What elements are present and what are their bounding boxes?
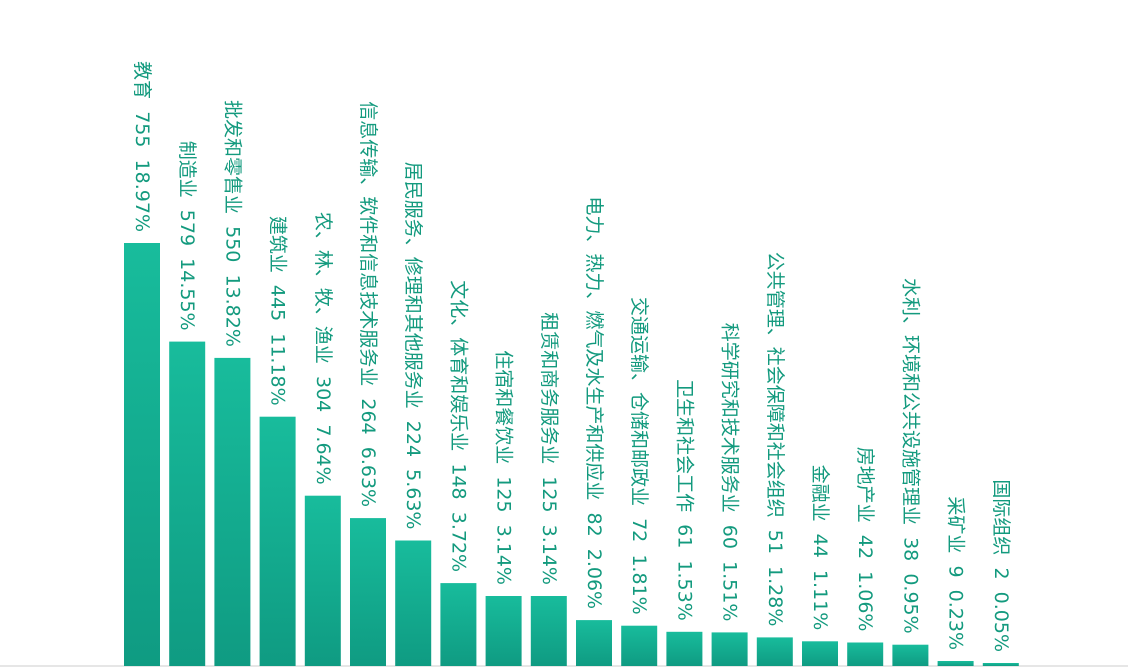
bar-label-11: 交通运输、仓储和邮政业 72 1.81% [628,297,650,615]
bar-6 [395,540,432,666]
bar-label-8: 住宿和餐饮业 125 3.14% [493,350,515,585]
bar-17 [892,644,929,666]
bar-19 [982,663,1019,666]
bar-label-2: 批发和零售业 550 13.82% [221,100,243,347]
bar-14 [756,637,793,666]
bar-label-4: 农、林、牧、渔业 304 7.64% [312,212,334,485]
bar-label-15: 金融业 44 1.11% [809,465,831,631]
bar-8 [485,596,522,666]
bar-16 [847,642,884,666]
bar-1 [169,341,206,666]
bar-7 [440,583,477,666]
bar-label-13: 科学研究和技术服务业 60 1.51% [719,323,741,622]
bar-label-17: 水利、环境和公共设施管理业 38 0.95% [899,278,921,634]
bar-label-10: 电力、热力、燃气及水生产和供应业 82 2.06% [583,196,605,609]
bar-label-3: 建筑业 445 11.18% [267,216,289,406]
bar-label-12: 卫生和社会工作 61 1.53% [673,379,695,621]
bar-13 [711,632,748,666]
bar-5 [350,518,386,666]
labels-group: 教育 755 18.97% 制造业 579 14.55% 批发和零售业 550 13… [131,61,1012,652]
bars-group [124,243,1019,666]
bar-18 [937,661,974,666]
bar-label-1: 制造业 579 14.55% [176,141,198,331]
bar-label-7: 文化、体育和娱乐业 148 3.72% [447,280,469,572]
bar-label-5: 信息传输、软件和信息技术服务业 264 6.63% [357,101,379,507]
bar-11 [621,625,658,666]
bar-2 [214,357,251,666]
bar-label-19: 国际组织 2 0.05% [990,479,1012,652]
bar-3 [259,416,296,666]
bar-label-18: 采矿业 9 0.23% [945,496,967,650]
bar-0 [124,243,160,666]
bar-label-6: 居民服务、修理和其他服务业 224 5.63% [402,162,424,530]
bar-label-16: 房地产业 42 1.06% [854,447,876,632]
bar-label-9: 租赁和商务服务业 125 3.14% [538,312,560,585]
bar-4 [304,495,341,666]
bar-label-0: 教育 755 18.97% [131,61,153,232]
bar-label-14: 公共管理、社会保障和社会组织 51 1.28% [764,252,786,627]
bar-10 [576,620,612,666]
bar-15 [802,641,838,666]
bar-12 [666,631,703,666]
bar-9 [530,596,567,666]
